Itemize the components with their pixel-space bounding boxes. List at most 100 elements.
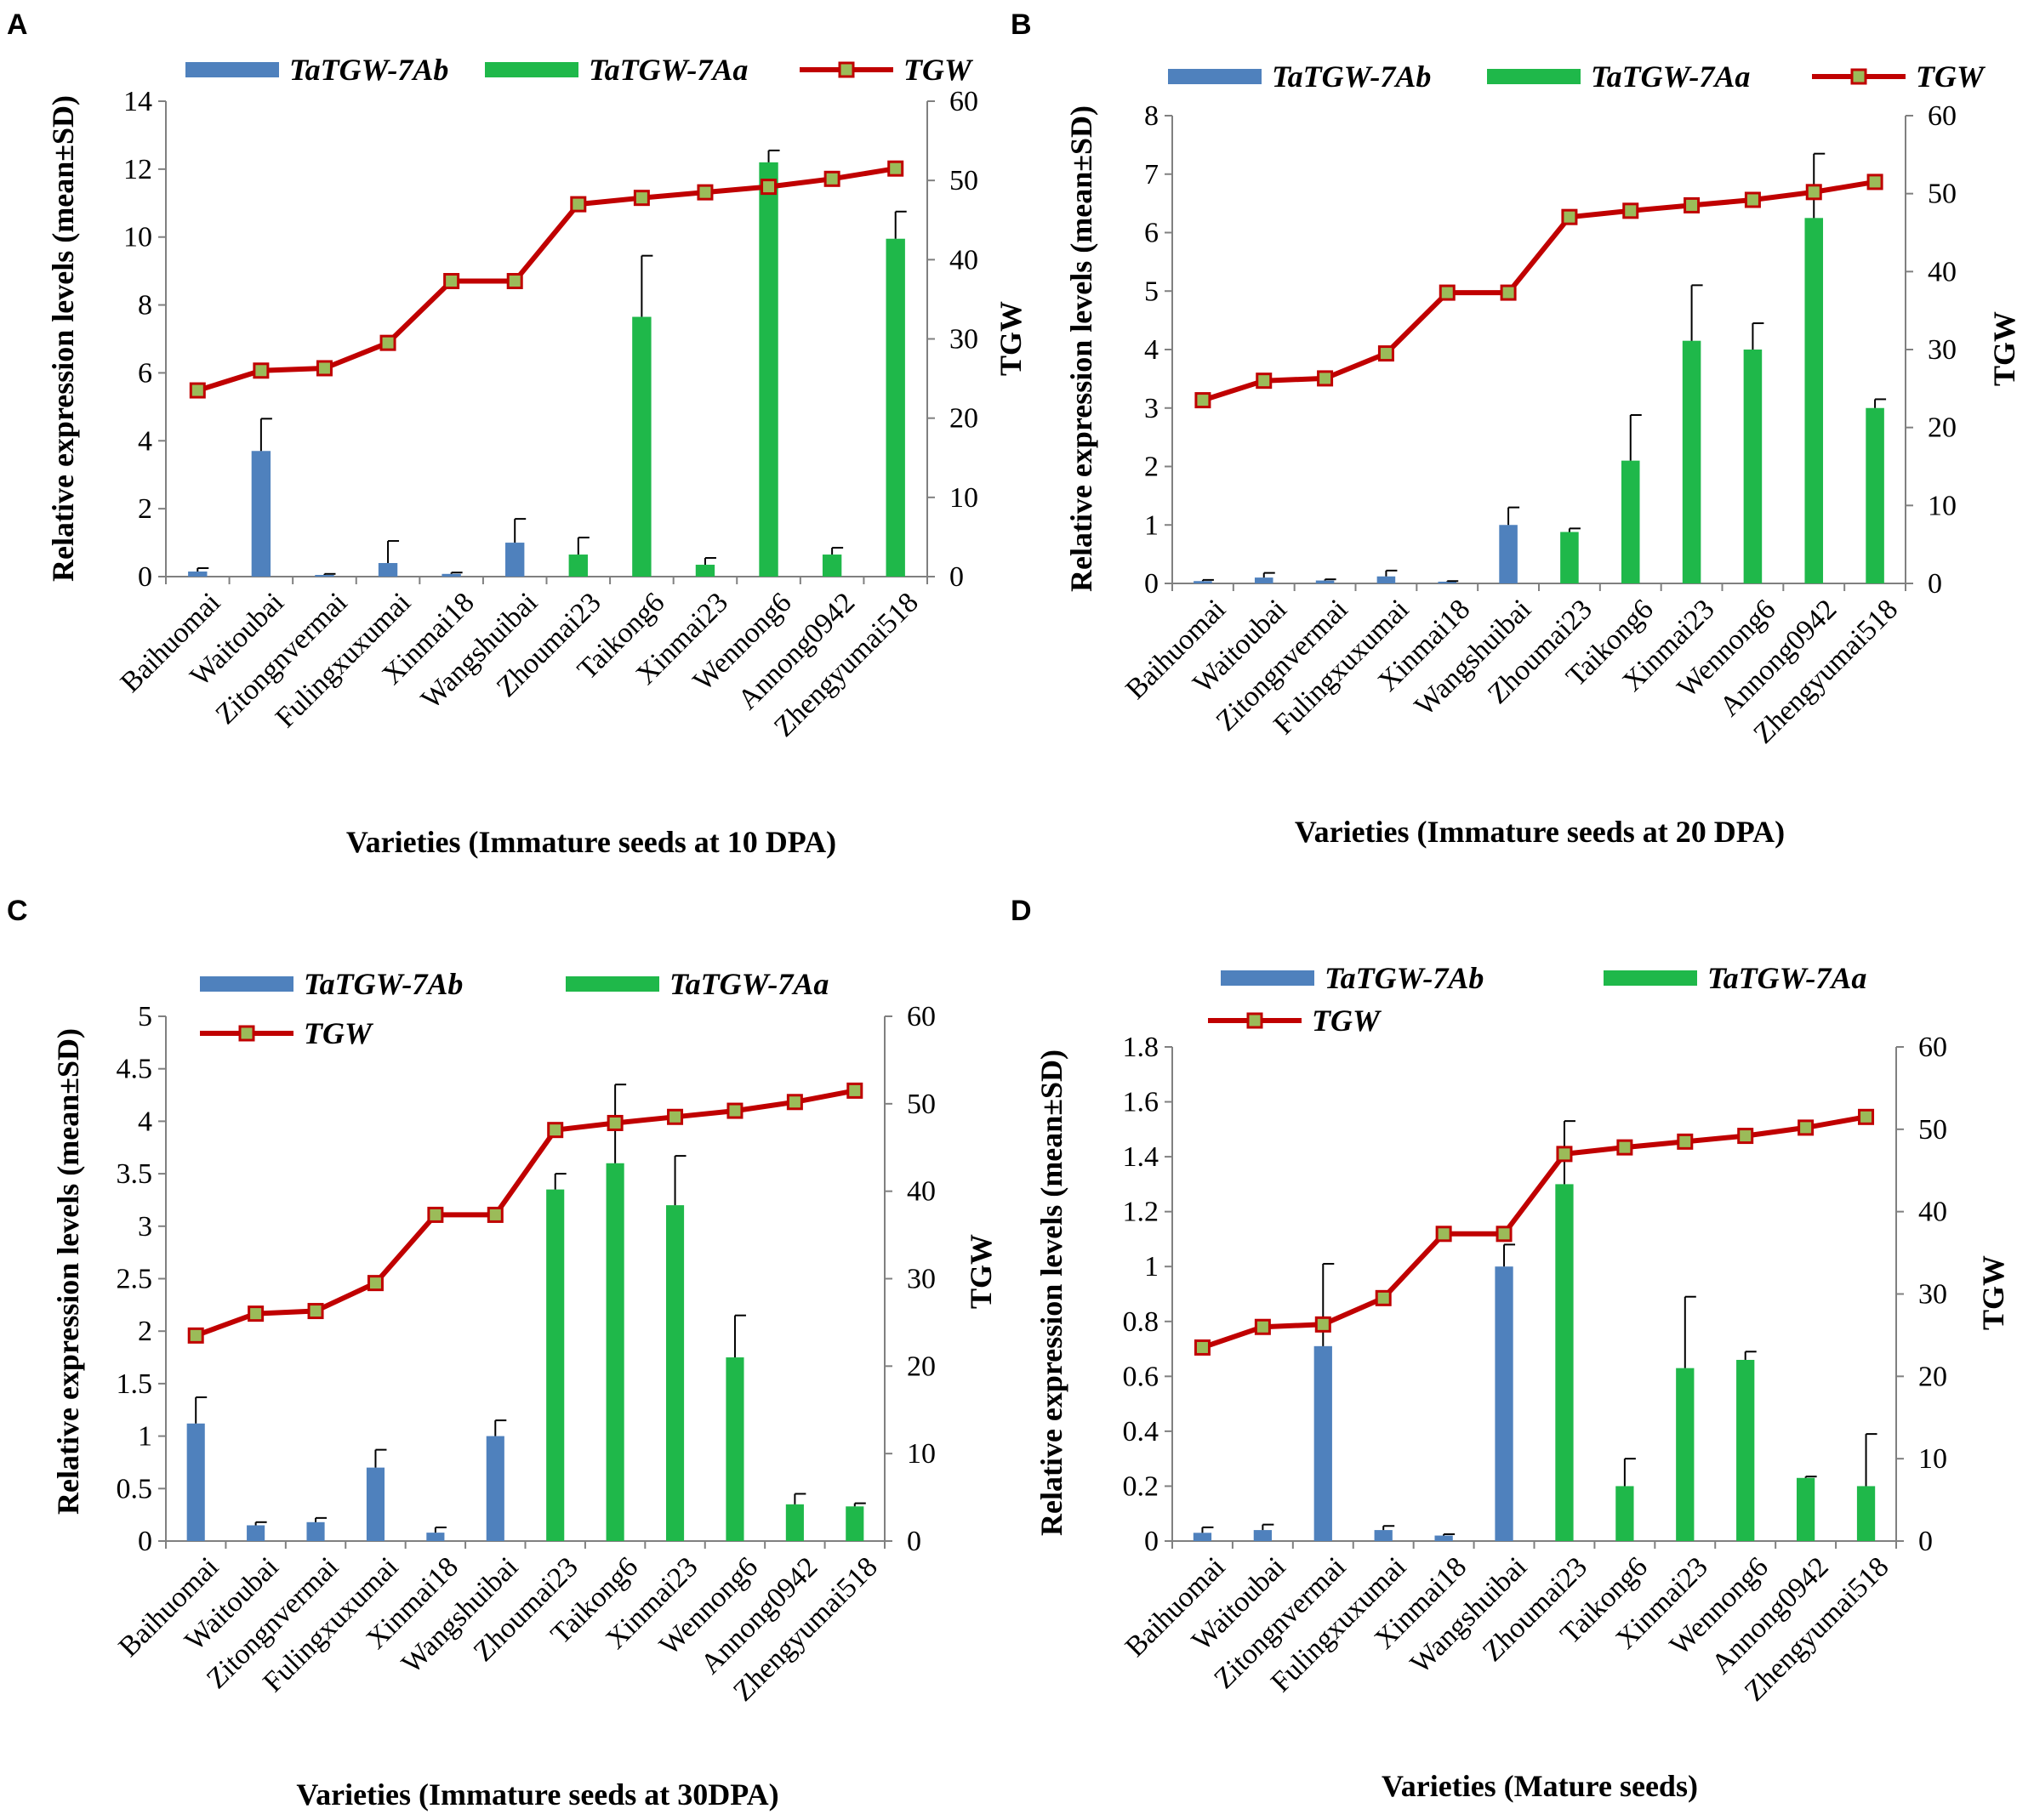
tgw-marker <box>1866 173 1883 191</box>
y2-tick-label: 20 <box>907 1351 936 1382</box>
tatgw-7aa-bar <box>726 1357 744 1541</box>
y-axis-title: Relative expression levels (mean±SD) <box>46 95 80 582</box>
tgw-marker <box>1439 284 1456 301</box>
tgw-marker <box>187 1327 204 1344</box>
chart-panel-c: 00.511.522.533.544.550102030405060Baihuo… <box>51 967 998 1811</box>
tatgw-7ab-bar <box>1438 581 1457 583</box>
y-tick-label: 2 <box>138 1316 152 1347</box>
tgw-marker <box>786 1094 803 1111</box>
tatgw-7aa-bar <box>886 238 905 577</box>
tatgw-7ab-bar <box>1376 576 1396 583</box>
tgw-marker <box>248 1305 265 1322</box>
tatgw-7ab-bar <box>1499 525 1518 583</box>
y-tick-label: 3.5 <box>117 1158 153 1190</box>
y-tick-label: 4.5 <box>117 1054 153 1085</box>
legend-tatgw-7aa-swatch <box>485 62 578 77</box>
chart-panel-b: 0123456780102030405060BaihuomaiWaitoubai… <box>1064 60 2021 849</box>
tatgw-7aa-bar <box>1555 1184 1574 1541</box>
tgw-marker <box>427 1206 444 1223</box>
y-tick-label: 3 <box>138 1211 152 1243</box>
tatgw-7ab-bar <box>366 1467 385 1541</box>
legend-label: TaTGW-7Aa <box>1707 961 1866 995</box>
tgw-marker <box>1496 1226 1513 1243</box>
tgw-marker <box>1556 1146 1573 1163</box>
chart-panel-d: 00.20.40.60.811.21.41.61.80102030405060B… <box>1034 961 2010 1803</box>
tatgw-7ab-bar <box>486 1436 504 1541</box>
y2-tick-label: 50 <box>949 165 978 196</box>
y-tick-label: 6 <box>1144 218 1159 249</box>
tgw-marker <box>1256 373 1273 390</box>
chart-panel-a: 024681012140102030405060BaihuomaiWaitoub… <box>46 53 1028 859</box>
y2-tick-label: 0 <box>1918 1526 1933 1557</box>
tatgw-7ab-bar <box>1193 1533 1212 1541</box>
tgw-marker <box>1798 1119 1815 1136</box>
tgw-marker <box>1684 196 1701 213</box>
y2-tick-label: 60 <box>1928 100 1957 132</box>
tatgw-7ab-bar <box>1374 1530 1393 1541</box>
tgw-marker <box>823 170 840 187</box>
tatgw-7aa-bar <box>1676 1368 1695 1541</box>
y2-tick-label: 10 <box>1928 490 1957 521</box>
tatgw-7aa-bar <box>1866 407 1884 583</box>
tatgw-7aa-bar <box>1743 350 1763 583</box>
tatgw-7aa-bar <box>846 1506 864 1541</box>
y2-tick-label: 0 <box>949 561 964 593</box>
legend-label: TaTGW-7Ab <box>1325 961 1484 995</box>
tgw-marker <box>443 272 460 289</box>
tgw-marker <box>316 360 333 377</box>
y-tick-label: 5 <box>138 1001 152 1032</box>
tgw-marker <box>253 362 270 379</box>
y-tick-label: 8 <box>138 290 152 321</box>
y2-tick-label: 40 <box>1918 1197 1947 1228</box>
y-axis-title: Relative expression levels (mean±SD) <box>1034 1049 1068 1536</box>
y-tick-label: 1.2 <box>1123 1197 1159 1228</box>
y-tick-label: 1 <box>138 1421 152 1453</box>
y2-axis-title: TGW <box>1987 311 2021 386</box>
tgw-marker <box>1194 392 1211 409</box>
tgw-marker <box>1194 1339 1211 1356</box>
tgw-marker <box>1561 208 1578 225</box>
legend-label: TaTGW-7Ab <box>304 967 463 1001</box>
legend-label: TGW <box>304 1016 374 1050</box>
tatgw-7aa-bar <box>632 316 652 577</box>
legend-tatgw-7ab-swatch <box>185 62 279 77</box>
y2-tick-label: 0 <box>907 1526 921 1557</box>
tgw-marker <box>1805 184 1822 201</box>
tgw-marker <box>1737 1128 1754 1145</box>
tgw-marker <box>379 334 396 351</box>
y-axis-title: Relative expression levels (mean±SD) <box>51 1028 85 1515</box>
tatgw-7aa-bar <box>1615 1486 1634 1541</box>
y2-tick-label: 10 <box>949 482 978 514</box>
tatgw-7ab-bar <box>1253 1530 1273 1541</box>
panel-label-b: B <box>1011 9 1032 41</box>
legend-tgw-marker <box>838 61 855 78</box>
tgw-marker <box>1377 345 1394 362</box>
y-tick-label: 8 <box>1144 100 1159 132</box>
y2-tick-label: 30 <box>1928 334 1957 366</box>
y-tick-label: 1 <box>1144 509 1159 541</box>
y2-tick-label: 0 <box>1928 568 1942 600</box>
y-tick-label: 14 <box>123 86 152 117</box>
tgw-marker <box>1858 1108 1875 1125</box>
tatgw-7aa-bar <box>606 1163 624 1541</box>
y-tick-label: 0.2 <box>1123 1470 1159 1502</box>
y2-tick-label: 60 <box>1918 1032 1947 1063</box>
panel-label-a: A <box>7 9 28 41</box>
tgw-line <box>1201 1114 1867 1351</box>
tgw-marker <box>667 1108 684 1125</box>
tgw-marker <box>1314 1316 1331 1333</box>
tatgw-7ab-bar <box>247 1525 265 1541</box>
tgw-marker <box>633 190 650 207</box>
tgw-marker <box>887 160 904 177</box>
y-tick-label: 0.5 <box>117 1473 153 1504</box>
legend-tgw-marker <box>238 1025 255 1042</box>
y-tick-label: 0.4 <box>1123 1416 1159 1447</box>
y2-axis-title: TGW <box>964 1234 998 1309</box>
panel-label-d: D <box>1011 895 1032 927</box>
tatgw-7aa-bar <box>1560 532 1579 583</box>
tgw-marker <box>607 1114 624 1131</box>
tatgw-7aa-bar <box>665 1205 685 1541</box>
y-tick-label: 0.8 <box>1123 1306 1159 1338</box>
tgw-marker <box>1500 284 1517 301</box>
